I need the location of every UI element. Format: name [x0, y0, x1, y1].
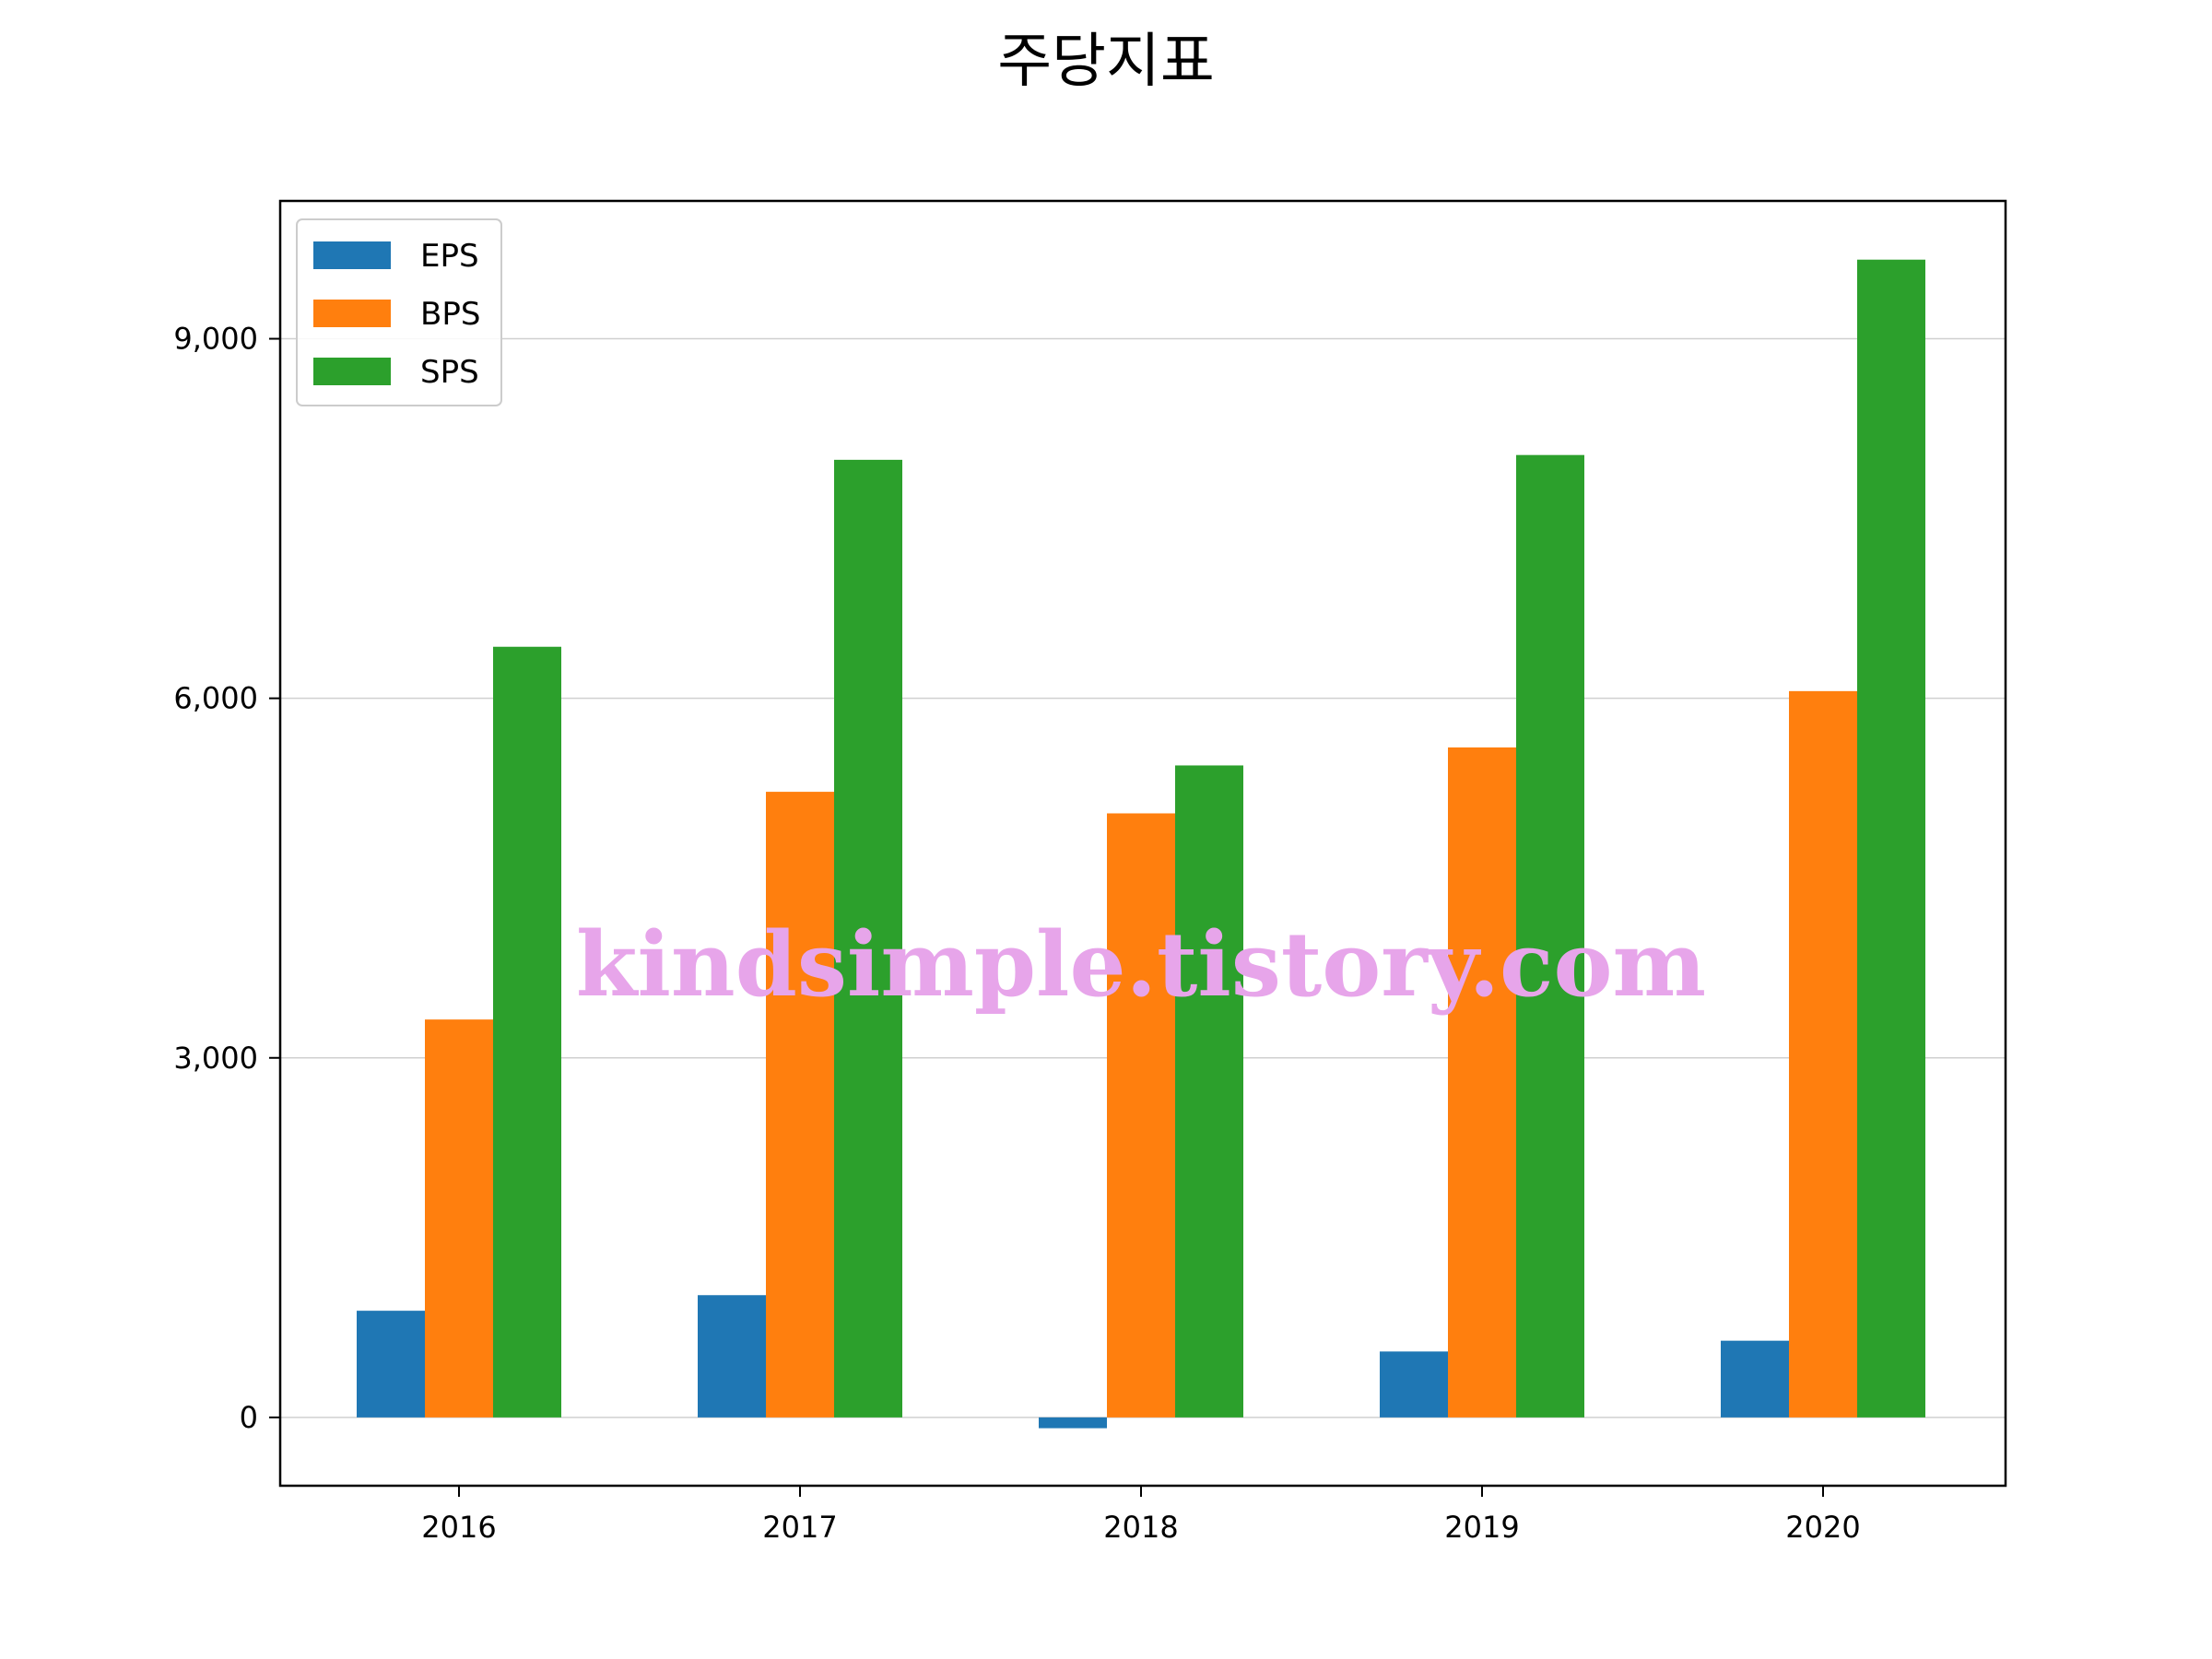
legend-swatch-bps — [313, 300, 391, 327]
watermark-text: kindsimple.tistory.com — [576, 912, 1706, 1017]
y-tick-label: 9,000 — [173, 322, 258, 357]
bar-eps-2018 — [1039, 1417, 1107, 1429]
legend-label-bps: BPS — [420, 296, 480, 333]
x-axis: 2016 2017 2018 2019 2020 — [421, 1486, 1861, 1545]
bar-bps-2016 — [425, 1019, 493, 1418]
bar-eps-2017 — [698, 1295, 766, 1418]
legend-label-sps: SPS — [420, 354, 479, 391]
bar-bps-2019 — [1448, 747, 1516, 1418]
y-axis: 0 3,000 6,000 9,000 — [173, 322, 280, 1435]
bar-eps-2019 — [1380, 1351, 1448, 1418]
x-tick-label: 2020 — [1785, 1510, 1860, 1545]
plot-frame — [278, 199, 2007, 1488]
x-tick-label: 2017 — [762, 1510, 837, 1545]
y-tick-label: 0 — [240, 1400, 258, 1435]
chart-title: 주당지표 — [997, 28, 1215, 96]
legend-label-eps: EPS — [420, 238, 479, 275]
legend: EPS BPS SPS — [296, 218, 502, 406]
bar-sps-2020 — [1857, 259, 1925, 1418]
bar-sps-2017 — [834, 459, 902, 1418]
bar-eps-2020 — [1721, 1340, 1789, 1418]
legend-swatch-sps — [313, 358, 391, 385]
bar-bps-2017 — [766, 792, 834, 1418]
legend-swatch-eps — [313, 241, 391, 269]
bar-sps-2016 — [493, 646, 561, 1418]
grid-lines — [280, 337, 2006, 1418]
bar-sps-2019 — [1516, 454, 1584, 1418]
x-tick-label: 2016 — [421, 1510, 496, 1545]
x-tick-label: 2018 — [1103, 1510, 1178, 1545]
bar-bps-2018 — [1107, 813, 1175, 1418]
bars — [357, 259, 1925, 1429]
y-tick-label: 3,000 — [173, 1041, 258, 1076]
bar-sps-2018 — [1175, 765, 1243, 1418]
bar-eps-2016 — [357, 1311, 425, 1418]
bar-bps-2020 — [1789, 690, 1857, 1418]
x-tick-label: 2019 — [1444, 1510, 1519, 1545]
y-tick-label: 6,000 — [173, 681, 258, 716]
